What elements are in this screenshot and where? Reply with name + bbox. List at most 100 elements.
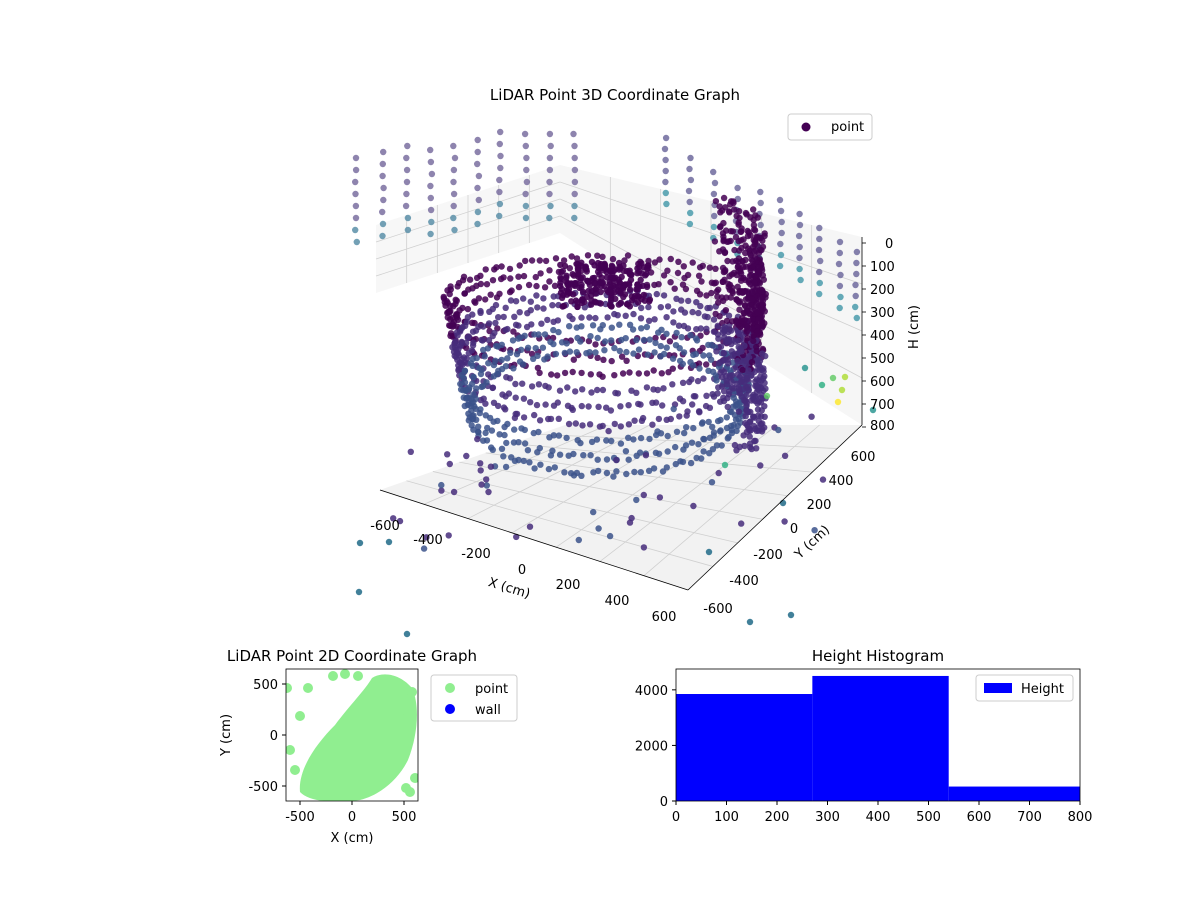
point-3d <box>500 404 508 411</box>
point-3d <box>639 414 647 422</box>
y-tick-label: 0 <box>790 522 798 537</box>
point-3d <box>755 424 762 431</box>
point-3d <box>676 395 684 402</box>
point-3d <box>512 394 519 401</box>
point-3d <box>744 334 751 342</box>
point-3d <box>549 302 556 309</box>
point-3d <box>646 296 654 303</box>
point-3d <box>630 310 637 318</box>
point-3d <box>490 399 498 406</box>
point-3d <box>695 408 703 415</box>
point-3d <box>592 349 599 356</box>
point-3d <box>687 176 695 184</box>
point-3d <box>667 279 674 286</box>
point-3d <box>660 385 667 392</box>
point-2d <box>401 783 411 793</box>
point-3d <box>836 304 843 312</box>
point-3d <box>477 307 484 315</box>
point-3d <box>650 367 657 374</box>
point-3d <box>535 381 543 388</box>
point-3d <box>622 281 629 288</box>
point-3d <box>631 468 638 476</box>
point-3d <box>379 208 386 216</box>
point-3d <box>719 264 727 272</box>
point-3d <box>588 389 595 396</box>
point-3d <box>452 312 460 319</box>
point-3d <box>498 341 505 348</box>
point-3d <box>714 417 722 425</box>
point-3d <box>713 442 721 449</box>
point-3d <box>603 469 611 477</box>
point-3d <box>713 377 720 384</box>
point-3d <box>504 325 511 333</box>
point-3d <box>669 381 676 388</box>
point-3d <box>478 366 485 373</box>
point-3d <box>483 281 491 288</box>
point-3d <box>657 342 664 350</box>
point-3d <box>474 148 481 156</box>
point-3d <box>723 414 730 421</box>
point-3d <box>737 277 745 284</box>
point-3d <box>662 156 669 164</box>
point-3d <box>463 339 470 347</box>
point-3d <box>534 449 541 456</box>
point-3d <box>663 314 670 321</box>
point-3d <box>750 337 757 345</box>
point-3d <box>722 307 730 314</box>
point-3d <box>853 259 860 267</box>
point-3d <box>697 325 704 332</box>
legend-2d-label-wall: wall <box>475 703 501 718</box>
point-3d <box>550 402 558 409</box>
point-3d <box>838 386 846 394</box>
point-3d <box>532 345 539 352</box>
point-3d <box>404 226 412 234</box>
point-3d <box>852 303 859 311</box>
point-3d <box>835 260 843 268</box>
scatter-2d <box>286 669 418 797</box>
point-3d <box>710 316 718 323</box>
point-3d <box>690 424 697 432</box>
histogram-x-tick-label: 700 <box>1017 810 1042 825</box>
point-3d <box>719 207 726 214</box>
point-3d <box>672 443 679 451</box>
pane-floor <box>380 425 862 590</box>
point-3d <box>753 343 760 351</box>
point-3d <box>578 402 585 410</box>
point-3d <box>573 349 580 356</box>
histogram-bar <box>676 694 813 801</box>
point-3d <box>438 481 445 489</box>
point-3d <box>569 406 576 413</box>
point-3d <box>699 262 706 269</box>
point-3d <box>438 487 445 494</box>
floor-grid-line <box>555 424 735 548</box>
point-3d <box>484 345 492 352</box>
point-3d <box>537 461 544 468</box>
point-3d <box>761 373 768 380</box>
point-3d <box>541 331 549 338</box>
point-3d <box>584 277 591 285</box>
point-3d <box>728 284 736 291</box>
point-3d <box>753 233 760 240</box>
point-3d <box>797 276 804 284</box>
point-3d <box>735 208 743 215</box>
chart-2d: LiDAR Point 2D Coordinate Graph -500 0 5… <box>219 647 518 846</box>
point-3d <box>643 265 651 272</box>
x-axis-label: X (cm) <box>486 575 532 602</box>
point-3d <box>753 376 760 383</box>
point-3d <box>474 220 481 228</box>
point-3d <box>572 388 579 395</box>
y-tick-label-2d: 0 <box>270 729 278 744</box>
point-3d <box>735 386 743 393</box>
point-3d <box>561 369 569 377</box>
point-3d <box>571 166 579 174</box>
point-3d <box>680 446 687 453</box>
point-3d <box>652 449 660 456</box>
point-3d <box>719 329 727 336</box>
point-2d <box>407 687 417 697</box>
point-3d <box>404 214 412 222</box>
histogram-x-ticks: 0 100 200 300 400 500 600 700 800 <box>672 801 1092 825</box>
point-2d <box>403 707 413 717</box>
point-3d <box>762 385 769 392</box>
point-3d <box>563 434 570 442</box>
point-3d <box>869 406 877 414</box>
